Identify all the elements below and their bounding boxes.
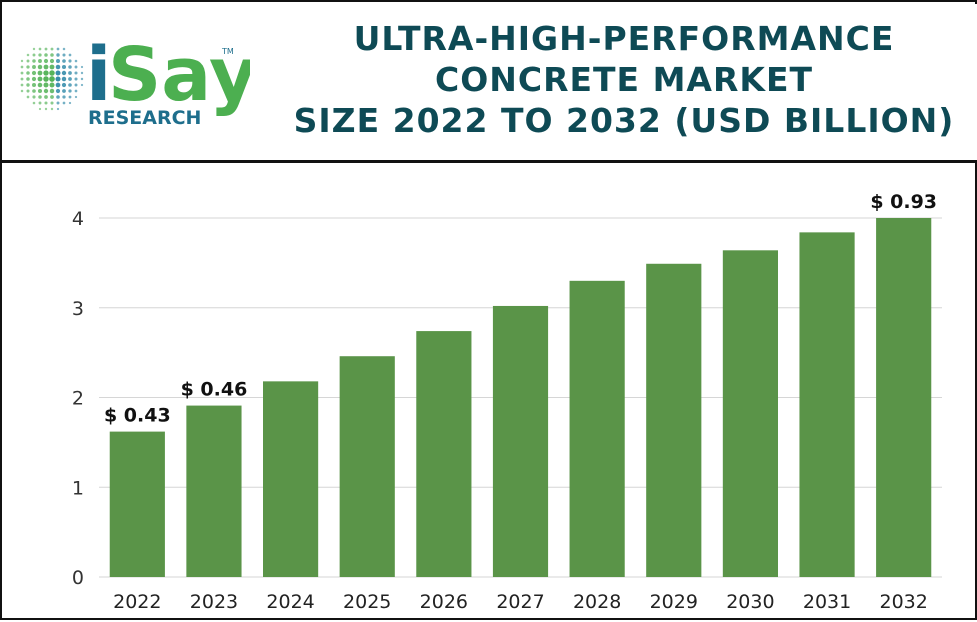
y-tick-label-1: 1	[72, 477, 84, 499]
bar-2032	[876, 218, 932, 577]
x-tick-label-2022: 2022	[113, 591, 161, 613]
bar-2026	[416, 331, 472, 577]
title-line-2: CONCRETE MARKET	[434, 60, 814, 99]
isay-research-logo: i Say TM RESEARCH	[20, 32, 250, 129]
x-tick-label-2028: 2028	[573, 591, 621, 613]
bar-2031	[799, 232, 855, 578]
bar-2022	[109, 431, 165, 577]
y-tick-label-0: 0	[72, 567, 84, 589]
x-tick-label-2030: 2030	[726, 591, 774, 613]
logo-letter-i: i	[86, 32, 111, 118]
bar-2029	[646, 263, 702, 577]
globe-dots-icon	[20, 47, 84, 111]
bar-2024	[263, 381, 319, 577]
chart-title: ULTRA-HIGH-PERFORMANCE CONCRETE MARKET S…	[274, 18, 974, 141]
x-tick-label-2025: 2025	[343, 591, 391, 613]
header-divider	[2, 160, 977, 163]
x-tick-label-2027: 2027	[496, 591, 544, 613]
bar-2030	[722, 250, 778, 577]
title-line-1: ULTRA-HIGH-PERFORMANCE	[353, 19, 895, 58]
x-tick-label-2029: 2029	[650, 591, 698, 613]
data-label-2023: $ 0.46	[181, 379, 248, 401]
data-label-2022: $ 0.43	[104, 405, 171, 427]
y-tick-label-4: 4	[72, 208, 84, 230]
x-tick-label-2024: 2024	[266, 591, 314, 613]
x-tick-label-2023: 2023	[190, 591, 238, 613]
y-tick-label-3: 3	[72, 298, 84, 320]
header: i Say TM RESEARCH ULTRA-HIGH-PERFORMANCE…	[4, 4, 977, 160]
x-tick-label-2026: 2026	[420, 591, 468, 613]
data-label-2032: $ 0.93	[870, 191, 937, 213]
bar-2027	[492, 305, 549, 577]
bar-2025	[339, 356, 395, 577]
x-tick-label-2032: 2032	[880, 591, 928, 613]
bar-2028	[569, 280, 625, 577]
title-line-3: SIZE 2022 TO 2032 (USD BILLION)	[293, 101, 955, 140]
y-tick-label-2: 2	[72, 388, 84, 410]
logo-subtitle: RESEARCH	[88, 107, 201, 129]
x-tick-label-2031: 2031	[803, 591, 851, 613]
logo-trademark: TM	[221, 47, 234, 56]
logo-word-say: Say	[108, 32, 250, 118]
bar-2023	[186, 405, 242, 577]
bar-chart: 0 1 2 3 4 2022 2023 2024 2025 2026 2027 2028 2029 203…	[72, 191, 942, 613]
